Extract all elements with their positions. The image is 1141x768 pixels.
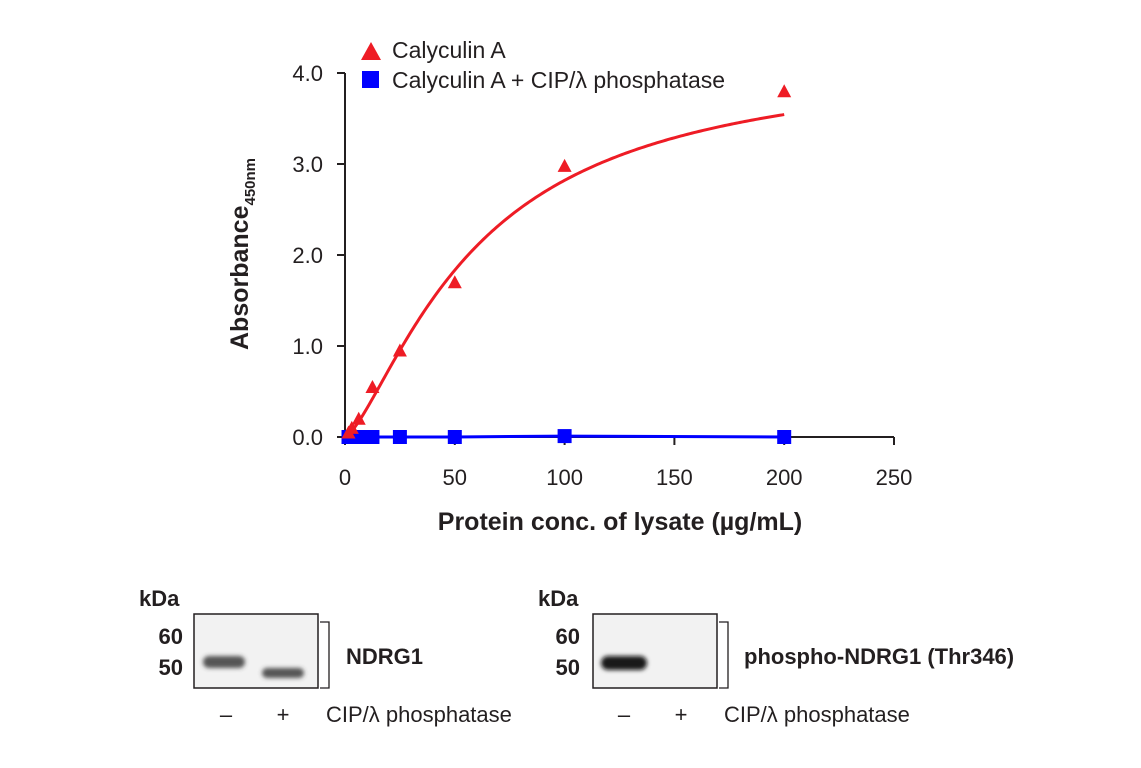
- series-calyculin-a-point: [392, 343, 407, 357]
- x-axis-ticks: 0 50 100 150 200 250: [339, 437, 912, 490]
- blot-2-target: phospho-NDRG1 (Thr346): [744, 644, 1014, 669]
- series-calyculin-a-point: [777, 84, 792, 98]
- y-axis-title: Absorbance450nm: [226, 158, 259, 350]
- series-calyculin-a-point: [351, 411, 366, 425]
- x-tick-label: 150: [656, 465, 693, 490]
- binding-curve-chart: 0.0 1.0 2.0 3.0 4.0 0 50 100 150 200 250 Absorban…: [226, 37, 912, 536]
- y-tick-label: 4.0: [292, 61, 323, 86]
- series-layer: [341, 84, 792, 444]
- western-blot-phospho-ndrg1: kDa 60 50 phospho-NDRG1 (Thr346) – + CIP…: [538, 586, 1014, 727]
- y-tick-label: 0.0: [292, 425, 323, 450]
- blot-1-bracket: [320, 621, 330, 689]
- series-calyculin-a-point: [447, 275, 462, 289]
- blot-1-kda-label: kDa: [139, 586, 180, 611]
- legend-label-calyculin-a-cip: Calyculin A + CIP/λ phosphatase: [392, 67, 725, 93]
- series-calyculin-a-cip-point: [392, 430, 407, 444]
- western-blot-ndrg1: kDa 60 50 NDRG1 – + CIP/λ phosphatase: [139, 586, 512, 727]
- y-axis-title-main: Absorbance: [226, 205, 254, 350]
- blot-2-bracket: [719, 621, 729, 689]
- series-calyculin-a-cip-point: [365, 430, 380, 444]
- blot-1-band-lane-1: [203, 656, 245, 668]
- x-tick-label: 100: [546, 465, 583, 490]
- series-calyculin-a-point: [365, 379, 380, 393]
- x-tick-label: 250: [876, 465, 913, 490]
- y-tick-label: 1.0: [292, 334, 323, 359]
- series-calyculin-a-point: [344, 420, 359, 434]
- blot-1-band-lane-2: [262, 668, 304, 678]
- blot-2-lane-1-label: –: [618, 702, 631, 727]
- blot-2-marker-60: 60: [556, 624, 580, 649]
- svg-text:Absorbance450nm: Absorbance450nm: [226, 158, 259, 350]
- blot-2-kda-label: kDa: [538, 586, 579, 611]
- x-tick-label: 200: [766, 465, 803, 490]
- series-calyculin-a-fit-line: [344, 113, 785, 439]
- x-axis-title: Protein conc. of lysate (µg/mL): [438, 508, 802, 536]
- x-tick-label: 50: [443, 465, 467, 490]
- blot-1-lane-1-label: –: [220, 702, 233, 727]
- blot-1-marker-60: 60: [159, 624, 183, 649]
- y-tick-label: 2.0: [292, 243, 323, 268]
- legend-label-calyculin-a: Calyculin A: [392, 37, 506, 63]
- blot-2-membrane: [592, 613, 718, 689]
- blot-2-band-lane-1: [601, 656, 647, 670]
- blot-1-treatment: CIP/λ phosphatase: [326, 702, 512, 727]
- blot-2-treatment: CIP/λ phosphatase: [724, 702, 910, 727]
- series-calyculin-a-point: [557, 158, 572, 172]
- blot-1-marker-50: 50: [159, 655, 183, 680]
- series-calyculin-a-cip-point: [777, 430, 792, 444]
- series-calyculin-a-cip-point: [557, 429, 572, 444]
- x-tick-label: 0: [339, 465, 351, 490]
- series-calyculin-a-cip-point: [447, 430, 462, 444]
- y-axis-title-subscript: 450nm: [242, 158, 259, 206]
- legend-marker-calyculin-a: [361, 42, 381, 60]
- blot-1-target: NDRG1: [346, 644, 423, 669]
- legend-marker-calyculin-a-cip: [362, 71, 379, 88]
- blot-2-marker-50: 50: [556, 655, 580, 680]
- blot-2-lane-2-label: +: [675, 702, 688, 727]
- blot-1-lane-2-label: +: [277, 702, 290, 727]
- y-axis-ticks: 0.0 1.0 2.0 3.0 4.0: [292, 61, 345, 450]
- y-tick-label: 3.0: [292, 152, 323, 177]
- legend: Calyculin A Calyculin A + CIP/λ phosphat…: [361, 37, 725, 93]
